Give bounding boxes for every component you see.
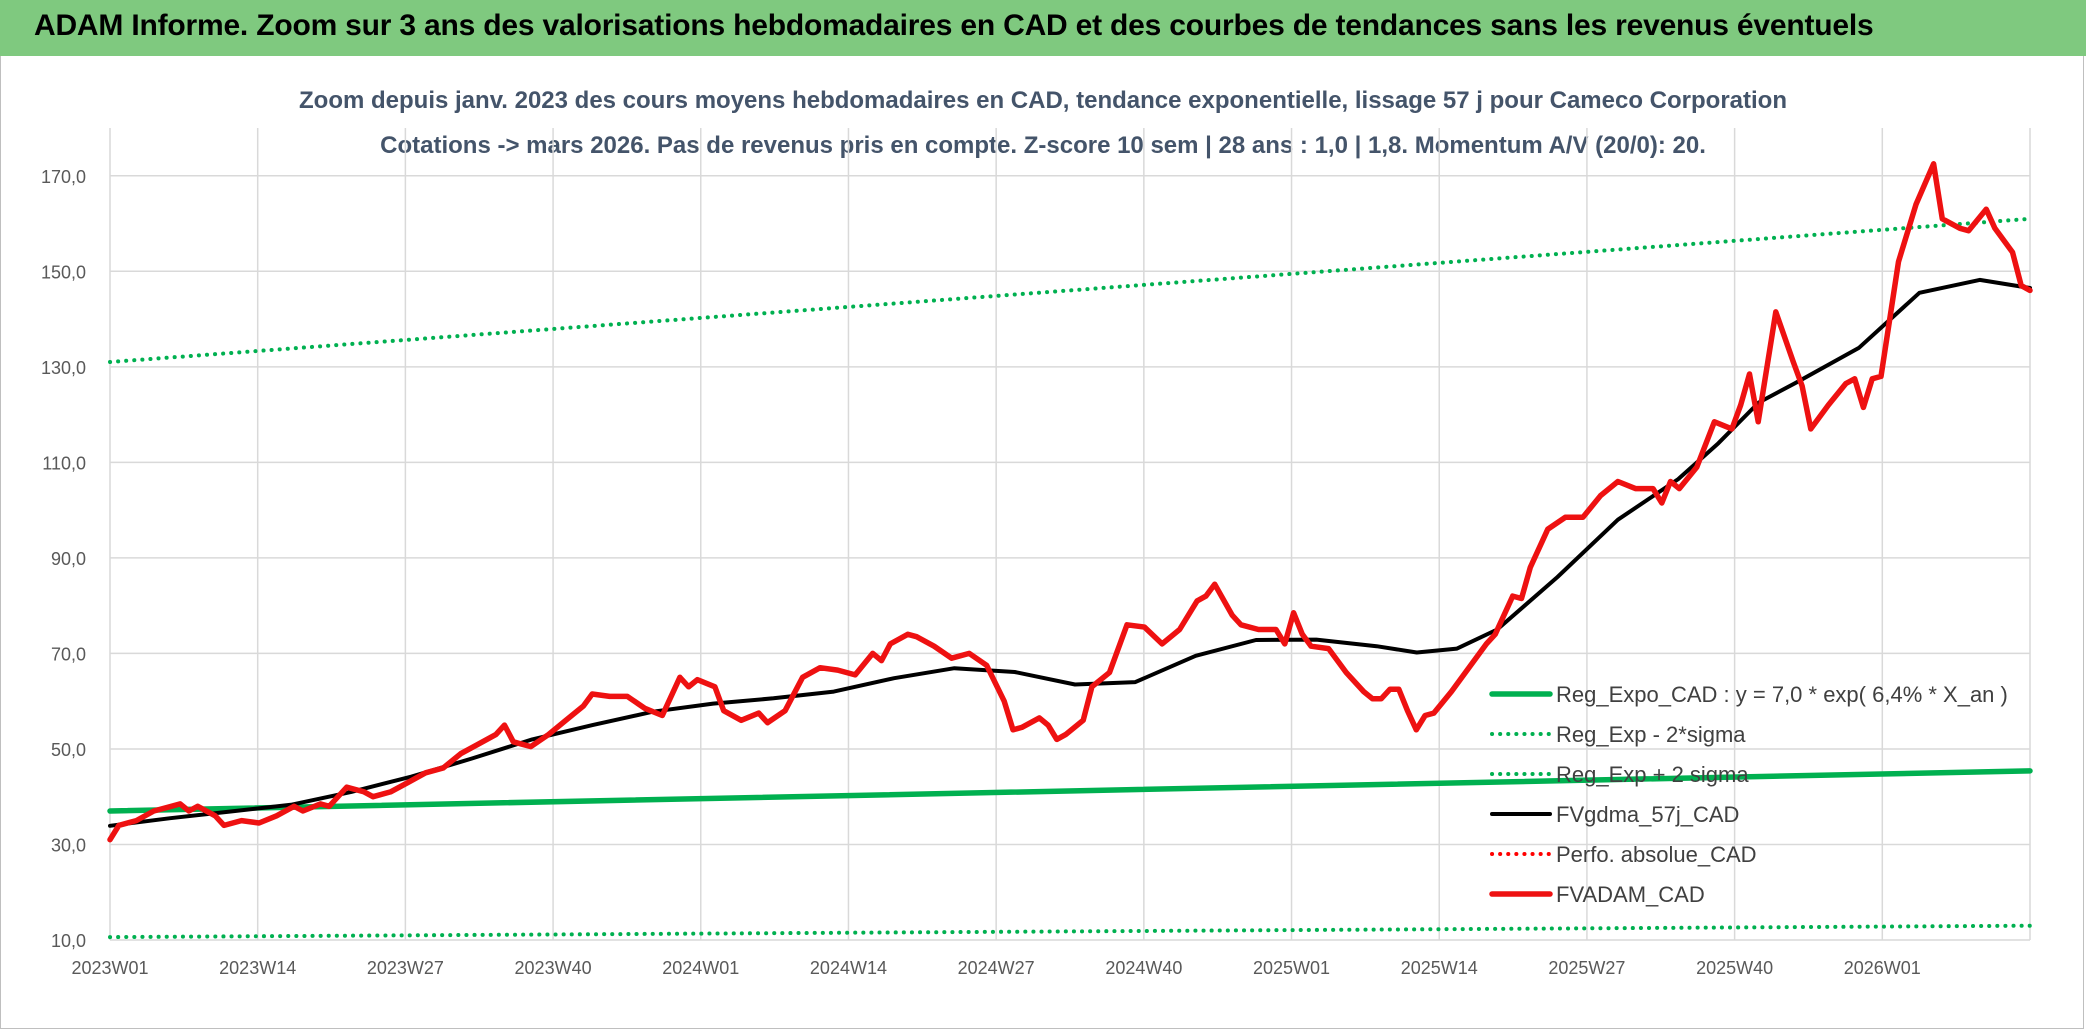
x-tick-label: 2023W01 [71,958,148,978]
x-tick-label: 2025W14 [1401,958,1478,978]
chart-title: Zoom depuis janv. 2023 des cours moyens … [299,87,1787,114]
y-tick-label: 70,0 [51,644,86,664]
legend-label: Perfo. absolue_CAD [1556,842,1757,867]
x-tick-label: 2024W27 [958,958,1035,978]
series-line-reg-exp [108,923,2032,940]
y-tick-label: 50,0 [51,740,86,760]
y-tick-label: 170,0 [41,167,86,187]
x-tick-label: 2024W01 [662,958,739,978]
legend-label: FVgdma_57j_CAD [1556,802,1739,827]
x-tick-label: 2025W40 [1696,958,1773,978]
series-lines [107,161,2033,940]
x-tick-label: 2024W14 [810,958,887,978]
y-tick-label: 110,0 [42,453,86,473]
x-tick-label: 2023W27 [367,958,444,978]
axis-labels: 10,0 30,0 50,0 70,0 90,0 110,0 130,0 150,0 170,0… [41,167,1921,978]
banner-title: ADAM Informe. Zoom sur 3 ans des valoris… [34,9,1874,42]
y-tick-label: 150,0 [41,262,86,282]
legend-label: FVADAM_CAD [1556,882,1705,907]
banner: ADAM Informe. Zoom sur 3 ans des valoris… [0,0,2086,56]
x-tick-label: 2026W01 [1844,958,1921,978]
x-tick-label: 2025W27 [1548,958,1625,978]
series-line-reg-exp [108,216,2032,364]
y-tick-label: 10,0 [51,931,86,951]
chart-subtitle: Cotations -> mars 2026. Pas de revenus p… [380,132,1706,159]
grid [109,128,2031,941]
legend-label: Reg_Exp + 2 sigma [1556,762,1749,787]
x-tick-label: 2024W40 [1105,958,1182,978]
y-tick-label: 30,0 [51,835,86,855]
y-tick-label: 130,0 [41,358,86,378]
series-line-reg-expo-cad [107,768,2033,814]
x-tick-label: 2023W14 [219,958,296,978]
chart-frame [0,56,2084,1029]
chart-area: Zoom depuis janv. 2023 des cours moyens … [41,87,2033,978]
legend-label: Reg_Expo_CAD : y = 7,0 * exp( 6,4% * X_a… [1556,682,2008,707]
legend-label: Reg_Exp - 2*sigma [1556,722,1746,747]
x-tick-label: 2023W40 [515,958,592,978]
legend: Reg_Expo_CAD : y = 7,0 * exp( 6,4% * X_a… [1489,682,2008,907]
y-tick-label: 90,0 [51,549,86,569]
series-line-fvadam-cad [107,161,2033,843]
x-tick-label: 2025W01 [1253,958,1330,978]
